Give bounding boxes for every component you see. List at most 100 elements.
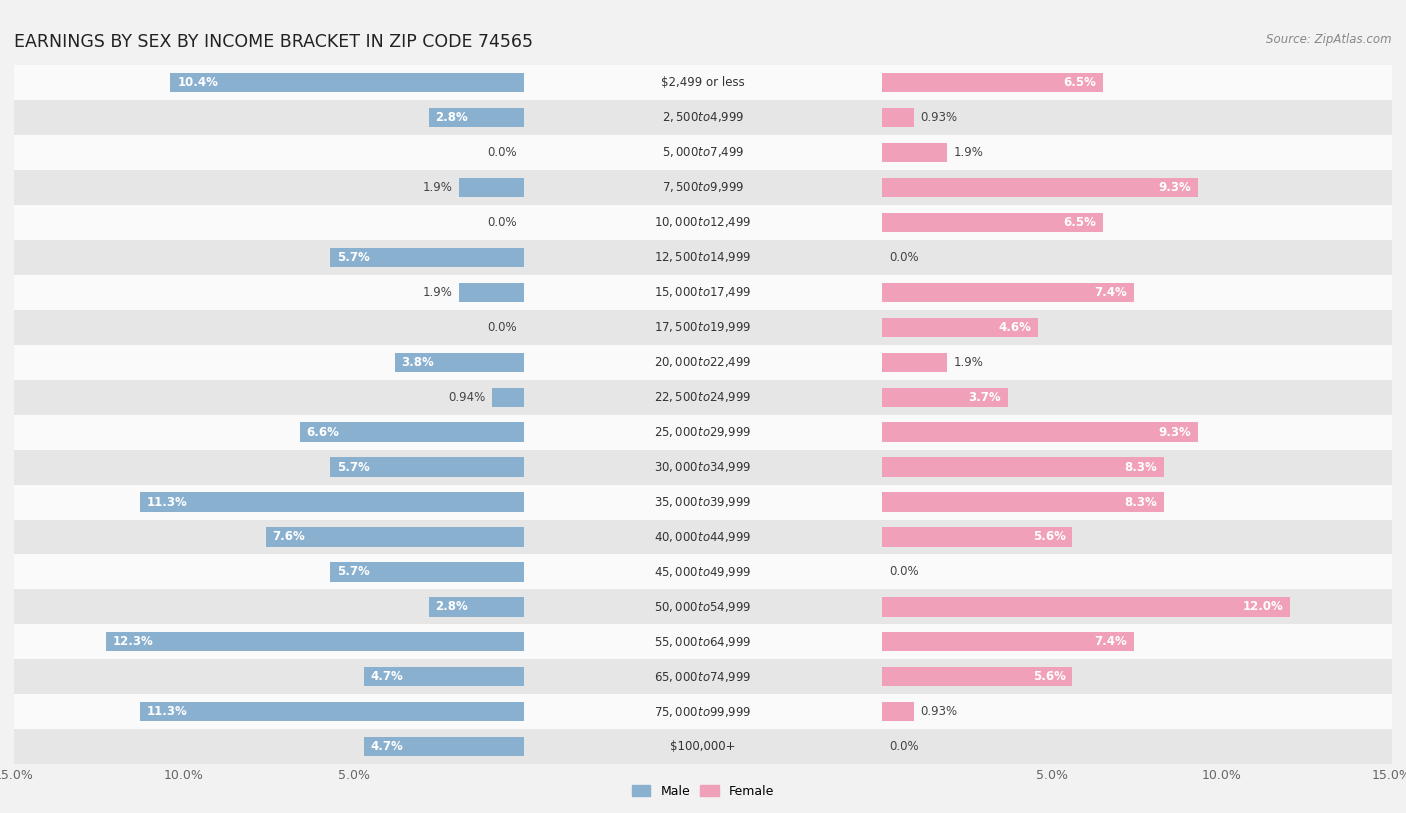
Text: 12.3%: 12.3% [112,636,153,648]
Bar [524,135,882,170]
Text: $100,000+: $100,000+ [671,741,735,753]
Bar [373,135,1392,170]
Text: 4.7%: 4.7% [371,741,404,753]
Bar [266,528,524,546]
Text: 10.4%: 10.4% [177,76,218,89]
Bar [0,135,524,170]
Text: $40,000 to $44,999: $40,000 to $44,999 [654,530,752,544]
Bar [524,345,882,380]
Text: 2.8%: 2.8% [436,111,468,124]
Bar [882,388,1008,406]
Text: 7.4%: 7.4% [1094,286,1126,298]
Text: $5,000 to $7,499: $5,000 to $7,499 [662,146,744,159]
Bar [524,589,882,624]
Bar [364,737,524,756]
Bar [524,694,882,729]
Bar [373,310,1392,345]
Bar [524,415,882,450]
Bar [882,283,1133,302]
Bar [373,450,1392,485]
Bar [373,554,1392,589]
Bar [460,283,524,302]
Bar [373,729,1392,764]
Bar [524,380,882,415]
Text: 5.7%: 5.7% [337,566,370,578]
Bar [0,380,524,415]
Text: 7.6%: 7.6% [273,531,305,543]
Bar [373,380,1392,415]
Bar [0,345,524,380]
Text: 3.8%: 3.8% [402,356,434,368]
Bar [0,729,524,764]
Text: $2,499 or less: $2,499 or less [661,76,745,89]
Bar [882,73,1104,92]
Bar [0,170,524,205]
Bar [0,659,524,694]
Bar [524,240,882,275]
Bar [373,345,1392,380]
Text: 1.9%: 1.9% [953,356,983,368]
Text: 11.3%: 11.3% [146,706,187,718]
Bar [373,415,1392,450]
Bar [882,318,1039,337]
Bar [524,450,882,485]
Bar [524,310,882,345]
Bar [0,65,524,100]
Bar [373,520,1392,554]
Text: 0.0%: 0.0% [889,566,918,578]
Text: 4.7%: 4.7% [371,671,404,683]
Bar [373,694,1392,729]
Text: 9.3%: 9.3% [1159,426,1191,438]
Bar [882,528,1073,546]
Bar [373,240,1392,275]
Bar [0,275,524,310]
Text: 0.94%: 0.94% [449,391,485,403]
Text: $15,000 to $17,499: $15,000 to $17,499 [654,285,752,299]
Legend: Male, Female: Male, Female [627,780,779,802]
Bar [0,415,524,450]
Bar [882,598,1289,616]
Bar [373,65,1392,100]
Bar [882,493,1164,511]
Bar [0,554,524,589]
Bar [373,485,1392,520]
Text: 5.6%: 5.6% [1033,531,1066,543]
Text: $12,500 to $14,999: $12,500 to $14,999 [654,250,752,264]
Text: $22,500 to $24,999: $22,500 to $24,999 [654,390,752,404]
Bar [524,170,882,205]
Text: 5.7%: 5.7% [337,461,370,473]
Text: 0.0%: 0.0% [488,146,517,159]
Bar [0,205,524,240]
Text: $65,000 to $74,999: $65,000 to $74,999 [654,670,752,684]
Text: 1.9%: 1.9% [953,146,983,159]
Bar [524,100,882,135]
Bar [0,240,524,275]
Text: $2,500 to $4,999: $2,500 to $4,999 [662,111,744,124]
Text: 12.0%: 12.0% [1243,601,1284,613]
Text: 8.3%: 8.3% [1125,496,1157,508]
Bar [524,275,882,310]
Bar [0,589,524,624]
Bar [882,633,1133,651]
Bar [524,485,882,520]
Bar [0,694,524,729]
Text: $75,000 to $99,999: $75,000 to $99,999 [654,705,752,719]
Bar [882,143,946,162]
Text: 7.4%: 7.4% [1094,636,1126,648]
Bar [524,554,882,589]
Bar [395,353,524,372]
Bar [524,624,882,659]
Text: $17,500 to $19,999: $17,500 to $19,999 [654,320,752,334]
Text: $55,000 to $64,999: $55,000 to $64,999 [654,635,752,649]
Bar [429,108,524,127]
Bar [882,108,914,127]
Text: 8.3%: 8.3% [1125,461,1157,473]
Bar [882,213,1104,232]
Bar [882,423,1198,441]
Bar [492,388,524,406]
Bar [524,659,882,694]
Text: 1.9%: 1.9% [423,181,453,193]
Bar [0,450,524,485]
Text: 11.3%: 11.3% [146,496,187,508]
Bar [373,100,1392,135]
